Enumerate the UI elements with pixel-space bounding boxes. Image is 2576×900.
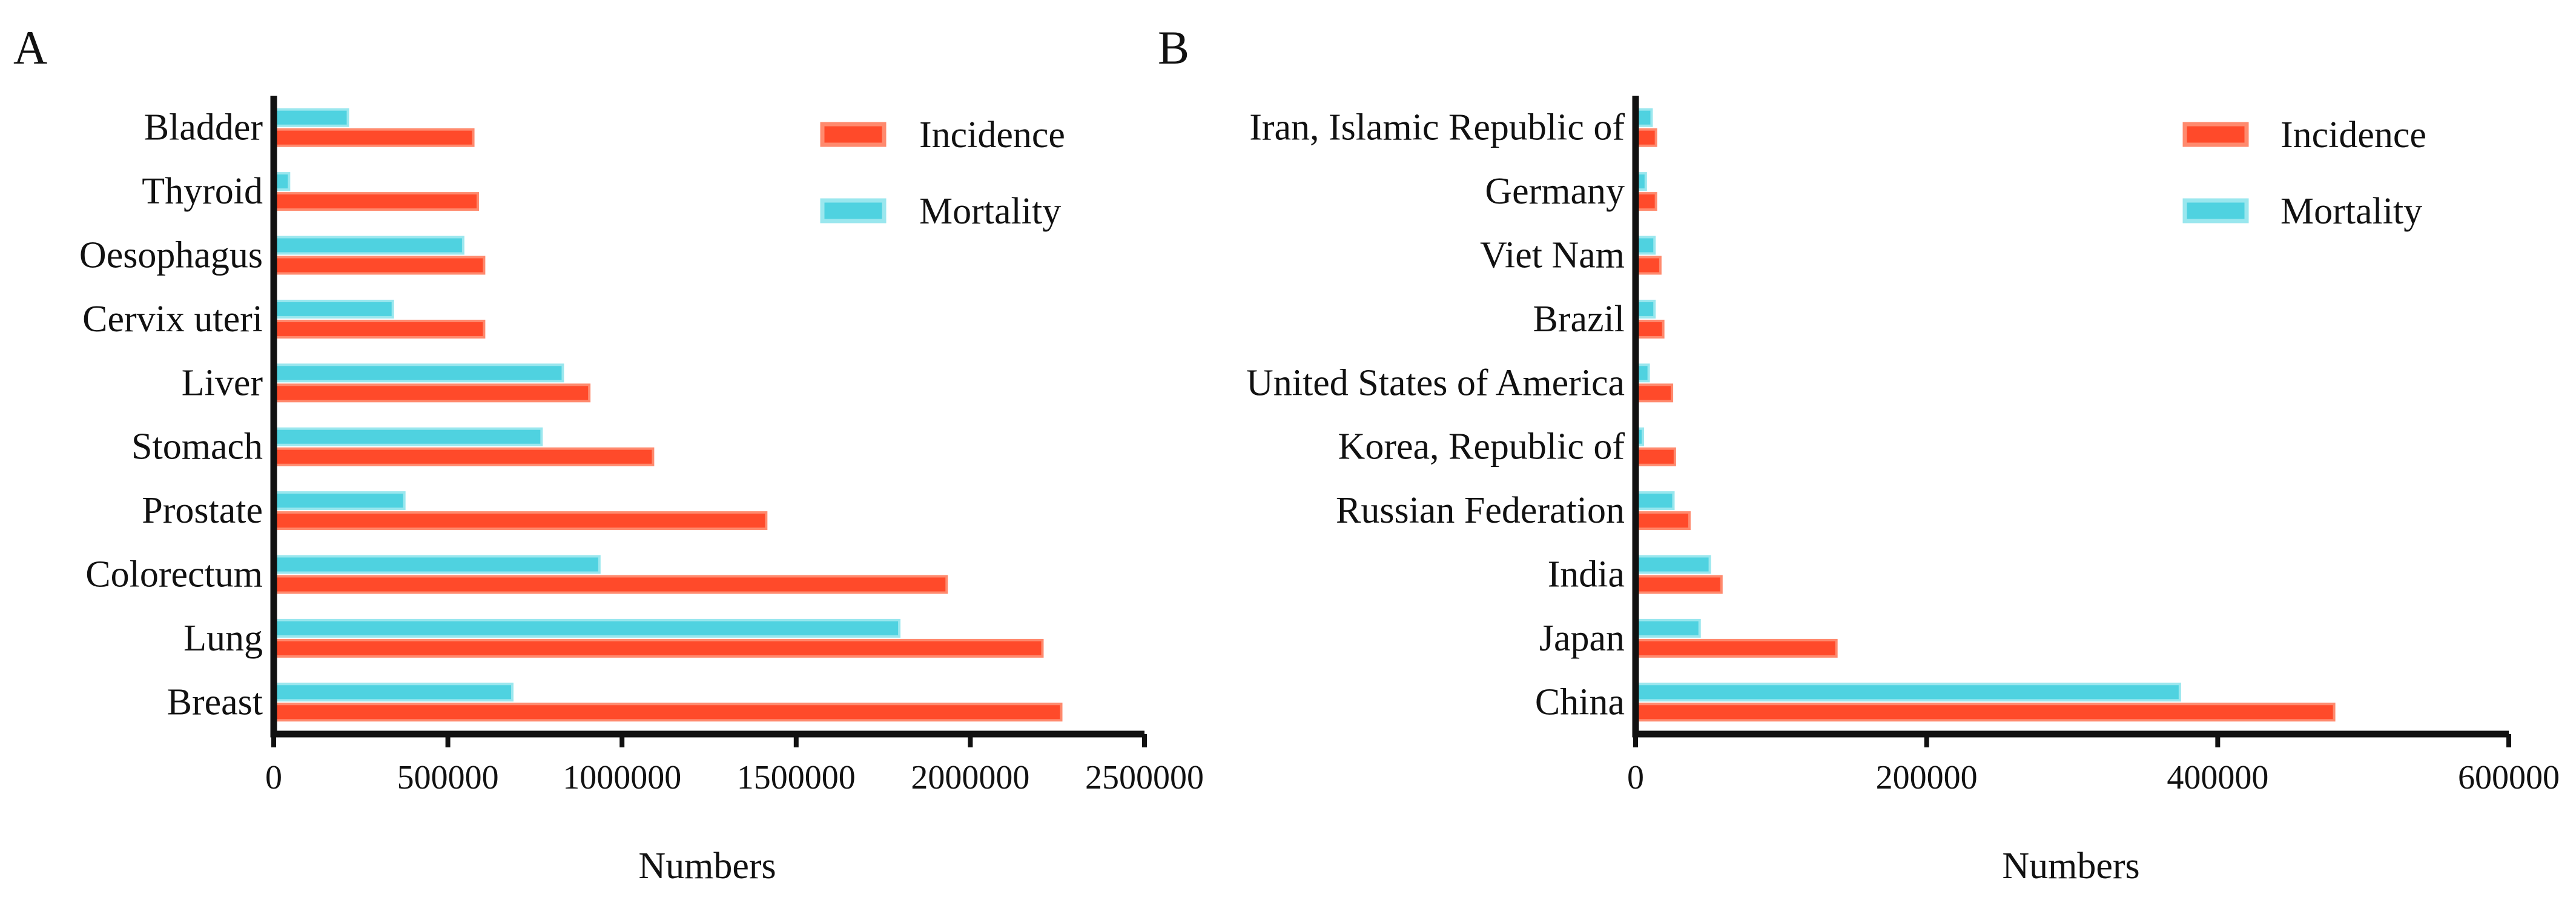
legend-label-mortality: Mortality [919, 191, 1061, 232]
legend-label-incidence: Incidence [2280, 114, 2426, 156]
bar-incidence-korea-republic-of [1634, 447, 1676, 466]
category-label-brazil: Brazil [1533, 299, 1625, 340]
category-label-russian-federation: Russian Federation [1336, 490, 1625, 531]
category-label-lung: Lung [183, 618, 263, 659]
category-label-india: India [1548, 554, 1625, 595]
panel-a-x-ticks: 0 500000 1000000 1500000 2000000 2500000 [265, 734, 1204, 796]
x-tick-label: 200000 [1876, 759, 1978, 796]
bar-mortality-liver [272, 363, 564, 383]
bar-incidence-japan [1634, 638, 1838, 658]
bar-mortality-cervix-uteri [272, 299, 394, 319]
category-label-korea-republic-of: Korea, Republic of [1338, 426, 1625, 468]
category-label-viet-nam: Viet Nam [1480, 235, 1625, 276]
bar-incidence-colorectum [272, 575, 948, 594]
bar-incidence-bladder [272, 128, 475, 147]
bar-mortality-india [1634, 555, 1711, 574]
category-label-stomach: Stomach [131, 426, 263, 468]
x-tick-label: 0 [265, 759, 282, 796]
bar-incidence-russian-federation [1634, 511, 1691, 531]
bar-incidence-lung [272, 638, 1044, 658]
panel-a-legend-item-incidence: Incidence [820, 114, 1065, 156]
bar-incidence-cervix-uteri [272, 319, 486, 339]
bar-mortality-stomach [272, 427, 543, 446]
bar-incidence-stomach [272, 447, 655, 466]
category-label-breast: Breast [167, 681, 263, 723]
x-tick-label: 2500000 [1085, 759, 1204, 796]
bar-incidence-united-states-of-america [1634, 383, 1674, 403]
category-label-thyroid: Thyroid [142, 171, 263, 212]
category-label-china: China [1535, 681, 1625, 723]
legend-swatch-mortality [820, 198, 887, 223]
bar-incidence-brazil [1634, 319, 1665, 339]
bar-mortality-prostate [272, 491, 406, 511]
panel-a-category-labels: Bladder Thyroid Oesophagus Cervix uteri Live… [79, 107, 263, 723]
bar-mortality-russian-federation [1634, 491, 1675, 511]
bar-mortality-breast [272, 683, 514, 702]
category-label-germany: Germany [1485, 171, 1625, 212]
bar-incidence-viet-nam [1634, 256, 1662, 275]
category-label-oesophagus: Oesophagus [79, 235, 263, 276]
x-tick-label: 600000 [2458, 759, 2560, 796]
legend-swatch-incidence [820, 122, 887, 147]
legend-label-mortality: Mortality [2280, 191, 2422, 232]
bar-incidence-china [1634, 703, 2336, 722]
legend-swatch-mortality [2182, 198, 2249, 223]
x-tick-label: 0 [1627, 759, 1644, 796]
category-label-cervix-uteri: Cervix uteri [82, 299, 263, 340]
category-label-bladder: Bladder [144, 107, 263, 148]
x-tick-label: 400000 [2167, 759, 2268, 796]
legend-swatch-incidence [2182, 122, 2249, 147]
panel-b-legend-item-incidence: Incidence [2182, 114, 2426, 156]
bar-incidence-prostate [272, 511, 768, 531]
category-label-liver: Liver [182, 362, 263, 403]
bar-incidence-india [1634, 575, 1723, 594]
panel-a-bars [272, 108, 1063, 722]
panel-a-chart: A Bladder Thyroid Oesophagus Cervix uteri Li… [13, 21, 1204, 887]
bar-incidence-oesophagus [272, 256, 486, 275]
category-label-colorectum: Colorectum [85, 554, 263, 595]
x-tick-label: 2000000 [911, 759, 1029, 796]
panel-b-letter: B [1158, 21, 1189, 74]
panel-b-category-labels: Iran, Islamic Republic of Germany Viet Nam… [1246, 107, 1625, 723]
panel-b-axes [1632, 96, 2509, 738]
x-tick-label: 1500000 [737, 759, 856, 796]
panel-a-letter: A [13, 21, 47, 74]
bar-incidence-liver [272, 383, 591, 403]
panel-b-x-ticks: 0 200000 400000 600000 [1627, 734, 2560, 796]
panel-a-legend: Incidence Mortality [820, 114, 1065, 232]
category-label-iran-islamic-republic-of: Iran, Islamic Republic of [1249, 107, 1625, 148]
panel-b-x-axis-title: Numbers [2002, 845, 2139, 887]
panel-a-legend-item-mortality: Mortality [820, 191, 1061, 232]
category-label-japan: Japan [1539, 618, 1625, 659]
bar-mortality-colorectum [272, 555, 601, 574]
bar-mortality-japan [1634, 618, 1701, 638]
bar-mortality-bladder [272, 108, 349, 127]
panel-b-legend-item-mortality: Mortality [2182, 191, 2422, 232]
bar-incidence-thyroid [272, 192, 480, 211]
bar-incidence-breast [272, 703, 1063, 722]
panel-b-chart: B Iran, Islamic Republic of Germany Viet N… [1158, 21, 2560, 887]
legend-label-incidence: Incidence [919, 114, 1065, 156]
panel-a-axes [270, 96, 1144, 738]
x-tick-label: 1000000 [563, 759, 681, 796]
category-label-prostate: Prostate [142, 490, 263, 531]
bar-mortality-china [1634, 683, 2181, 702]
bar-mortality-oesophagus [272, 236, 464, 255]
x-tick-label: 500000 [397, 759, 499, 796]
category-label-united-states-of-america: United States of America [1246, 362, 1625, 403]
panel-a-x-axis-title: Numbers [638, 845, 776, 887]
panel-b-legend: Incidence Mortality [2182, 114, 2426, 232]
bar-mortality-lung [272, 618, 901, 638]
